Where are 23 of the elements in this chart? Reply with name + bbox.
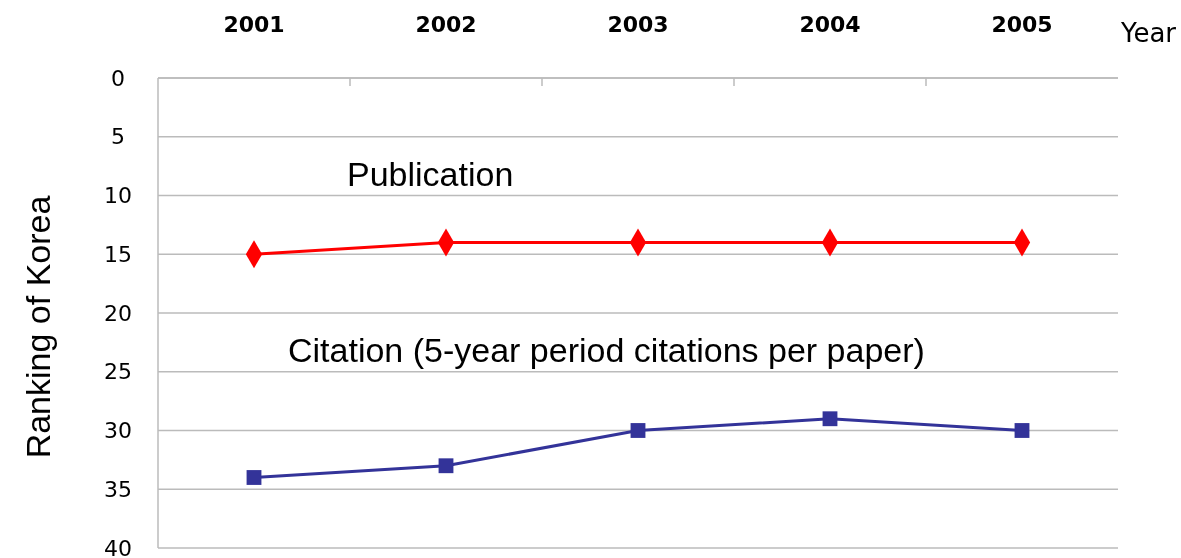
y-tick-label: 40 [104, 535, 132, 558]
y-tick-label: 0 [111, 65, 125, 91]
series-label: Publication [347, 154, 514, 193]
y-tick-label: 25 [104, 359, 132, 385]
point [630, 423, 646, 438]
y-tick-label: 20 [104, 300, 132, 326]
y-tick-label: 35 [104, 476, 132, 502]
y-tick-label: 30 [104, 418, 132, 444]
series-label: Citation (5-year period citations per paper) [288, 330, 925, 369]
x-tick-label: 2005 [991, 12, 1053, 37]
y-tick-label: 15 [104, 241, 132, 267]
x-tick-label: 2003 [607, 12, 669, 37]
point [438, 458, 454, 474]
point [246, 470, 262, 485]
x-tick-label: 2001 [223, 12, 285, 37]
y-axis-title: Ranking of Korea [19, 195, 57, 459]
y-tick-label: 5 [111, 124, 125, 150]
point [822, 411, 838, 427]
y-tick-label: 10 [104, 183, 132, 209]
x-axis-title: Year [1119, 18, 1177, 48]
x-tick-label: 2002 [415, 12, 477, 37]
x-tick-label: 2004 [799, 12, 861, 37]
point [1014, 423, 1030, 438]
